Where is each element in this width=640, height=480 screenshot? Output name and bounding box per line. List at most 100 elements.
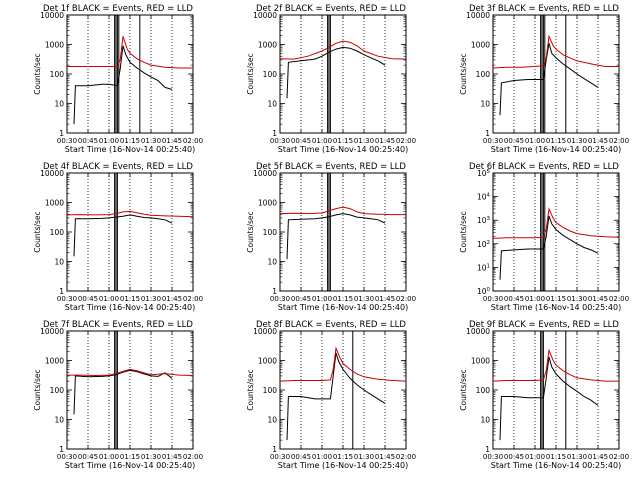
plot-frame <box>492 330 620 450</box>
x-tick-label: 01:45 <box>162 295 182 303</box>
y-tick-label: 1 <box>485 129 490 138</box>
y-axis-label: Counts/sec <box>33 369 42 410</box>
y-axis-label: Counts/sec <box>459 53 468 94</box>
series-line-lld <box>279 206 406 216</box>
y-tick-label: 104 <box>477 193 491 202</box>
y-tick-label: 1000 <box>45 357 64 366</box>
x-axis-label: Start Time (16-Nov-14 00:25:40) <box>491 461 621 470</box>
y-tick-label: 1 <box>59 445 64 454</box>
panel-9: Det 9f BLACK = Events, RED = LLD 1 10 100 10… <box>459 320 629 470</box>
x-tick-label: 01:30 <box>567 453 587 461</box>
x-tick-label: 01:15 <box>120 453 140 461</box>
y-tick-label: 100 <box>263 386 278 395</box>
y-tick-label: 100 <box>476 386 491 395</box>
series-line-events <box>286 46 386 99</box>
x-tick-label: 00:30 <box>483 295 503 303</box>
y-tick-label: 10000 <box>40 327 64 336</box>
x-tick-label: 01:15 <box>333 295 353 303</box>
y-tick-label: 100 <box>50 228 65 237</box>
series-line-lld <box>67 368 194 377</box>
x-tick-label: 02:00 <box>183 295 203 303</box>
x-axis-label: Start Time (16-Nov-14 00:25:40) <box>65 145 195 154</box>
y-axis-label: Counts/sec <box>246 369 255 410</box>
panel-title: Det 7f BLACK = Events, RED = LLD <box>43 320 193 330</box>
x-tick-label: 02:00 <box>396 137 416 145</box>
y-tick-label: 102 <box>477 240 490 249</box>
y-tick-label: 1000 <box>471 41 490 50</box>
y-tick-label: 10000 <box>466 327 490 336</box>
x-tick-label: 01:15 <box>546 295 566 303</box>
panel-title: Det 6f BLACK = Events, RED = LLD <box>469 162 619 172</box>
x-tick-label: 00:30 <box>483 137 503 145</box>
x-tick-label: 02:00 <box>609 295 629 303</box>
y-tick-label: 100 <box>50 386 65 395</box>
x-tick-label: 00:30 <box>270 137 290 145</box>
x-tick-label: 02:00 <box>609 453 629 461</box>
y-tick-label: 10 <box>480 100 490 109</box>
x-tick-label: 01:00 <box>99 295 119 303</box>
panel-title: Det 1f BLACK = Events, RED = LLD <box>43 4 193 14</box>
y-tick-label: 10 <box>267 258 277 267</box>
y-tick-label: 1 <box>272 287 277 296</box>
x-tick-label: 01:30 <box>141 453 161 461</box>
x-tick-label: 01:00 <box>525 453 545 461</box>
y-tick-label: 10000 <box>40 169 64 178</box>
x-axis-label: Start Time (16-Nov-14 00:25:40) <box>65 303 195 312</box>
x-axis-label: Start Time (16-Nov-14 00:25:40) <box>278 303 408 312</box>
panel-title: Det 8f BLACK = Events, RED = LLD <box>256 320 406 330</box>
x-axis-label: Start Time (16-Nov-14 00:25:40) <box>65 461 195 470</box>
x-tick-label: 01:00 <box>99 453 119 461</box>
y-tick-label: 101 <box>477 263 490 272</box>
series-line-events <box>499 356 599 441</box>
panel-2: Det 2f BLACK = Events, RED = LLD 1 10 100 10… <box>246 4 416 154</box>
x-tick-label: 00:45 <box>78 137 98 145</box>
series-line-events <box>286 213 386 260</box>
x-tick-label: 01:30 <box>354 453 374 461</box>
y-tick-label: 10000 <box>253 327 277 336</box>
series-line-events <box>499 215 599 280</box>
x-tick-label: 00:45 <box>504 453 524 461</box>
x-tick-label: 00:45 <box>291 453 311 461</box>
x-axis-label: Start Time (16-Nov-14 00:25:40) <box>491 145 621 154</box>
x-tick-label: 00:30 <box>57 295 77 303</box>
x-tick-label: 02:00 <box>396 453 416 461</box>
x-tick-label: 00:30 <box>270 453 290 461</box>
x-tick-label: 01:15 <box>546 453 566 461</box>
x-tick-label: 00:45 <box>78 453 98 461</box>
x-tick-label: 01:45 <box>375 137 395 145</box>
y-tick-label: 10000 <box>466 11 490 20</box>
x-tick-label: 00:45 <box>504 137 524 145</box>
x-axis-label: Start Time (16-Nov-14 00:25:40) <box>278 145 408 154</box>
series-line-lld <box>67 36 193 69</box>
y-tick-label: 105 <box>477 169 491 178</box>
y-tick-label: 10 <box>54 100 64 109</box>
x-tick-label: 00:45 <box>291 137 311 145</box>
x-tick-label: 01:30 <box>354 137 374 145</box>
x-tick-label: 00:45 <box>78 295 98 303</box>
series-line-lld <box>492 207 620 239</box>
y-tick-label: 100 <box>50 70 65 79</box>
y-axis-label: Counts/sec <box>33 53 42 94</box>
x-tick-label: 02:00 <box>396 295 416 303</box>
y-tick-label: 10000 <box>253 169 277 178</box>
x-tick-label: 01:15 <box>333 137 353 145</box>
y-tick-label: 1 <box>485 445 490 454</box>
y-tick-label: 1 <box>272 445 277 454</box>
y-tick-label: 1000 <box>471 357 490 366</box>
series-line-lld <box>279 346 407 382</box>
panel-title: Det 9f BLACK = Events, RED = LLD <box>469 320 619 330</box>
x-tick-label: 00:30 <box>270 295 290 303</box>
panel-title: Det 2f BLACK = Events, RED = LLD <box>256 4 406 14</box>
x-tick-label: 01:30 <box>354 295 374 303</box>
x-tick-label: 01:45 <box>162 453 182 461</box>
plot-frame <box>66 14 194 134</box>
y-tick-label: 10000 <box>40 11 64 20</box>
x-tick-label: 01:00 <box>525 295 545 303</box>
y-tick-label: 1 <box>59 129 64 138</box>
x-axis-label: Start Time (16-Nov-14 00:25:40) <box>278 461 408 470</box>
plot-frame <box>279 172 407 292</box>
y-tick-label: 10 <box>267 100 277 109</box>
y-axis-label: Counts/sec <box>459 211 468 252</box>
y-axis-label: Counts/sec <box>246 211 255 252</box>
